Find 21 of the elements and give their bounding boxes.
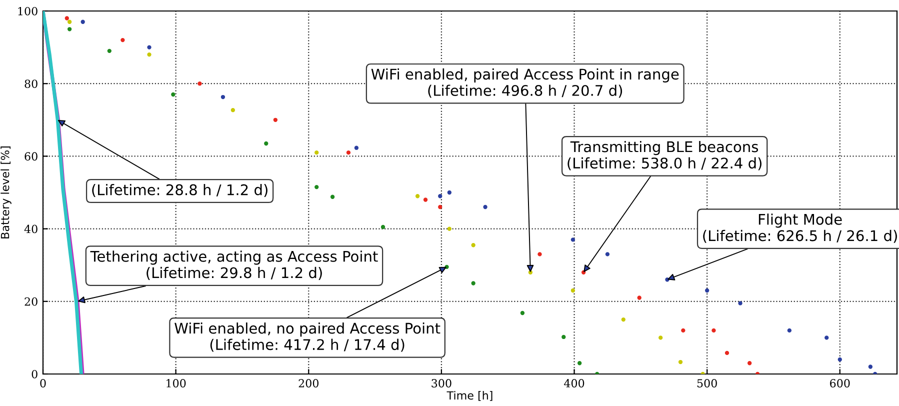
x-tick-label: 100 (166, 379, 186, 388)
y-tick-label: 100 (18, 6, 38, 16)
x-tick-label: 0 (40, 379, 46, 388)
x-axis-title: Time [h] (446, 391, 492, 401)
y-tick-label: 20 (24, 297, 38, 306)
y-tick-label: 80 (24, 80, 38, 88)
annotation: WiFi enabled, paired Access Point in range (Lifetime: 496.8 h / 20.7 d) (371, 68, 679, 98)
y-tick-label: 0 (32, 370, 38, 378)
y-axis-title: Battery level [%] (0, 146, 12, 238)
y-tick-label: 60 (24, 152, 38, 161)
x-tick-label: 200 (298, 379, 318, 388)
annotation: (Lifetime: 28.8 h / 1.2 d) (92, 184, 268, 197)
x-tick-label: 400 (564, 379, 584, 388)
y-tick-label: 40 (24, 224, 38, 234)
annotation: WiFi enabled, no paired Access Point (Lifetime: 417.2 h / 17.4 d) (174, 322, 440, 352)
annotation: Flight Mode (Lifetime: 626.5 h / 26.1 d) (703, 214, 897, 243)
annotation: Transmitting BLE beacons (Lifetime: 538.0 h / 22.4 d) (568, 140, 762, 170)
x-tick-label: 500 (697, 379, 717, 388)
x-tick-label: 300 (432, 379, 452, 388)
annotation: Tethering active, acting as Access Point (Lifetime: 29.8 h / 1.2 d) (90, 250, 378, 280)
x-tick-label: 600 (830, 379, 850, 388)
